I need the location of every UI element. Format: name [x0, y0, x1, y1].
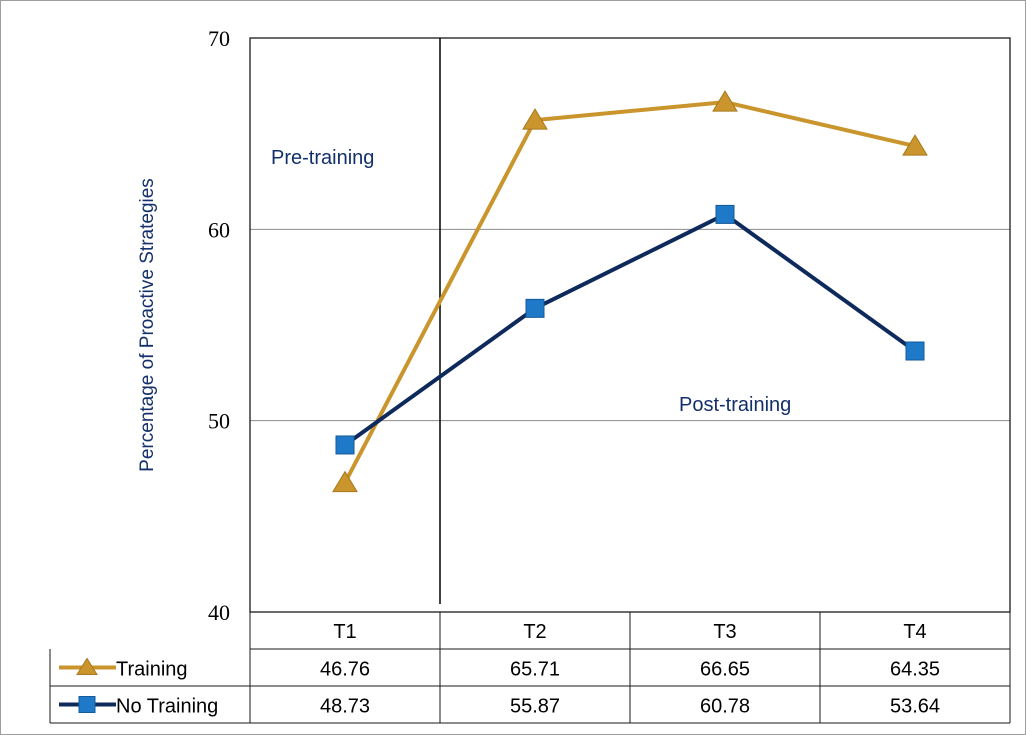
x-tick-label: T3	[713, 621, 736, 643]
plot-border	[249, 37, 1011, 613]
x-tick-label: T1	[333, 621, 356, 643]
x-tick-label: T2	[523, 621, 546, 643]
point-training	[332, 470, 358, 493]
plot-area	[249, 37, 1011, 613]
y-tick-label: 70	[208, 26, 230, 51]
annotation-post-training: Post-training	[679, 394, 791, 416]
point-no-training	[905, 341, 925, 361]
point-training	[902, 134, 928, 156]
gridlines	[250, 228, 1010, 422]
y-axis-ticks: 40 50 60 70	[208, 26, 230, 625]
y-tick-label: 50	[208, 409, 230, 434]
y-axis-label: Percentage of Proactive Strategies	[137, 178, 158, 472]
legend-marker-no-training	[78, 696, 96, 713]
legend-label-no-training: No Training	[116, 696, 218, 718]
x-tick-label: T4	[903, 621, 926, 643]
data-label: 66.65	[700, 659, 750, 681]
series-lines	[332, 90, 928, 493]
series-line-training	[343, 100, 916, 484]
data-table: T1 T2 T3 T4 Training 46.76 65.71 66.65 64.35 No T…	[49, 612, 1011, 724]
point-training	[522, 108, 548, 130]
data-label: 46.76	[320, 659, 370, 681]
y-tick-label: 60	[208, 217, 230, 242]
point-no-training	[525, 298, 545, 318]
point-training	[712, 90, 738, 112]
point-no-training	[715, 204, 735, 224]
data-label: 65.71	[510, 659, 560, 681]
point-no-training	[335, 435, 355, 455]
y-tick-label: 40	[208, 600, 230, 625]
data-label: 55.87	[510, 696, 560, 718]
data-label: 64.35	[890, 659, 940, 681]
annotation-pre-training: Pre-training	[271, 147, 374, 169]
data-label: 48.73	[320, 696, 370, 718]
data-label: 60.78	[700, 696, 750, 718]
legend-label-training: Training	[116, 659, 188, 681]
data-label: 53.64	[890, 696, 940, 718]
legend-marker-training	[76, 657, 98, 675]
series-line-no-training	[343, 212, 917, 447]
